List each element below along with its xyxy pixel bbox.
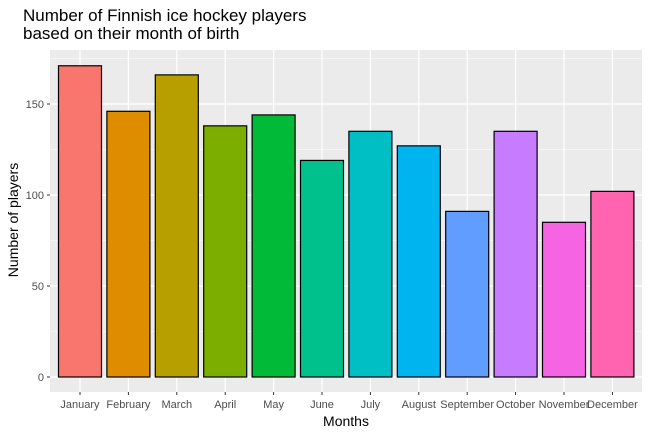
y-tick-label: 50 <box>32 281 44 293</box>
x-tick-label-december: December <box>587 399 638 411</box>
chart-title-line-1: Number of Finnish ice hockey players <box>23 6 306 25</box>
y-axis-title: Number of players <box>5 163 21 277</box>
x-tick-label-june: June <box>310 399 334 411</box>
x-tick-label-january: January <box>60 399 100 411</box>
x-tick-label-august: August <box>402 399 436 411</box>
bar-february <box>106 110 151 378</box>
bar-january <box>57 65 103 378</box>
bar-august <box>396 145 441 378</box>
x-tick-label-september: September <box>440 399 494 411</box>
y-tick-label: 100 <box>26 190 44 202</box>
x-tick-label-may: May <box>263 399 284 411</box>
bar-december <box>590 190 635 378</box>
x-tick-label-july: July <box>361 399 381 411</box>
bar-september <box>445 210 490 378</box>
y-tick-label: 150 <box>26 99 44 111</box>
bar-july <box>348 130 393 378</box>
bars <box>57 65 635 378</box>
chart-title-line-2: based on their month of birth <box>23 24 239 43</box>
x-tick-label-october: October <box>496 399 535 411</box>
bar-march <box>154 74 199 378</box>
x-axis-title: Months <box>323 413 369 429</box>
axes: 0 50 100 150 January February March April May Jun… <box>26 99 638 411</box>
bar-april <box>203 125 248 378</box>
bar-june <box>299 159 345 378</box>
bar-november <box>541 221 587 378</box>
x-tick-label-april: April <box>214 399 236 411</box>
x-tick-label-february: February <box>106 399 151 411</box>
x-tick-label-march: March <box>162 399 193 411</box>
y-tick-label: 0 <box>38 372 44 384</box>
bar-october <box>493 130 538 378</box>
bar-may <box>251 114 296 378</box>
x-tick-label-november: November <box>539 399 590 411</box>
